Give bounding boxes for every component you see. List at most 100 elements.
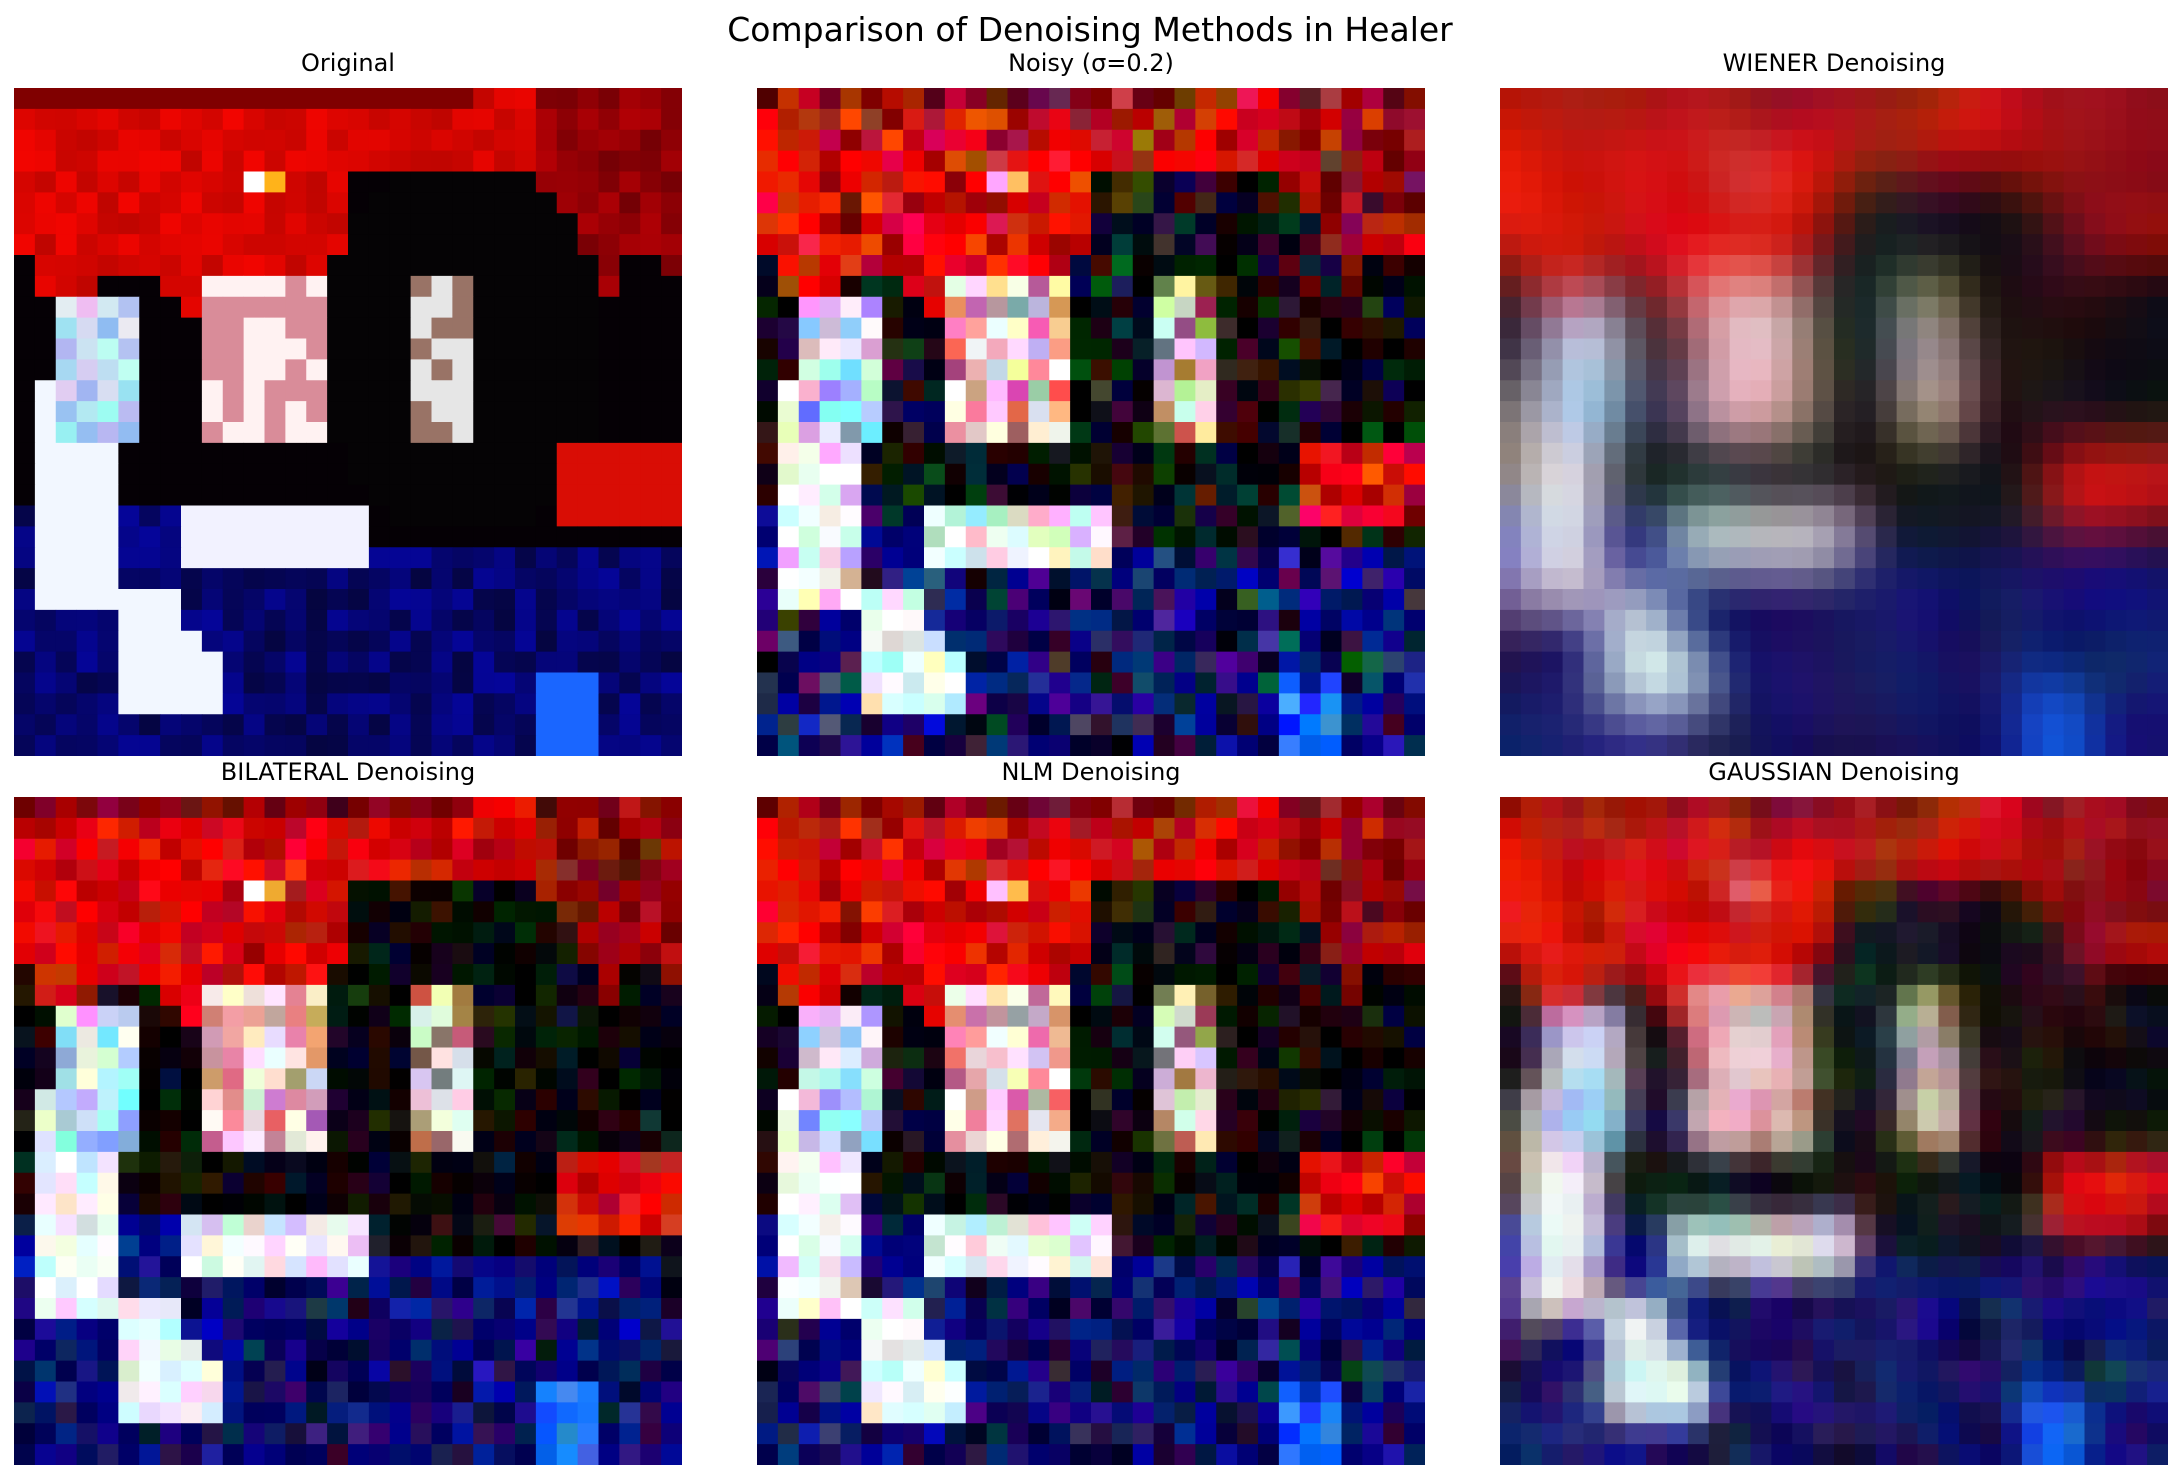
- image-pixel: [924, 1235, 946, 1257]
- image-pixel: [264, 1131, 286, 1153]
- image-pixel: [1562, 589, 1584, 611]
- image-pixel: [160, 442, 182, 465]
- image-pixel: [924, 442, 946, 465]
- image-pixel: [389, 1235, 412, 1257]
- image-pixel: [34, 589, 57, 611]
- image-pixel: [598, 1256, 620, 1278]
- image-pixel: [1938, 88, 1960, 110]
- image-pixel: [1258, 964, 1280, 986]
- image-pixel: [1938, 234, 1960, 256]
- image-pixel: [1153, 526, 1175, 548]
- image-pixel: [1854, 296, 1877, 319]
- image-pixel: [924, 192, 946, 214]
- image-pixel: [306, 463, 328, 486]
- image-pixel: [1959, 651, 1981, 673]
- image-pixel: [1299, 609, 1322, 632]
- image-pixel: [243, 1339, 265, 1362]
- image-pixel: [55, 609, 78, 632]
- image-pixel: [965, 192, 988, 214]
- image-pixel: [97, 442, 119, 465]
- image-pixel: [1007, 589, 1029, 611]
- image-pixel: [515, 401, 537, 423]
- image-pixel: [1153, 1360, 1175, 1382]
- image-pixel: [348, 192, 370, 214]
- image-pixel: [1875, 380, 1898, 402]
- image-pixel: [14, 1381, 36, 1403]
- image-pixel: [1153, 817, 1175, 840]
- image-pixel: [1028, 359, 1050, 381]
- image-pixel: [2126, 213, 2148, 235]
- image-pixel: [840, 1193, 862, 1215]
- image-pixel: [924, 108, 946, 131]
- image-pixel: [798, 422, 821, 444]
- image-pixel: [1299, 1089, 1322, 1111]
- image-pixel: [2001, 693, 2023, 715]
- image-pixel: [473, 505, 495, 527]
- image-pixel: [1541, 693, 1564, 715]
- image-pixel: [34, 797, 57, 819]
- image-pixel: [1938, 651, 1960, 673]
- image-pixel: [431, 943, 453, 965]
- image-pixel: [1687, 505, 1710, 527]
- image-pixel: [1237, 484, 1259, 506]
- image-pixel: [1362, 901, 1384, 923]
- image-pixel: [882, 1131, 904, 1153]
- image-pixel: [819, 442, 841, 465]
- image-pixel: [1980, 129, 2002, 152]
- image-pixel: [1195, 630, 1217, 653]
- image-pixel: [819, 401, 841, 423]
- image-pixel: [2126, 651, 2148, 673]
- image-pixel: [2126, 171, 2148, 193]
- image-pixel: [598, 630, 620, 653]
- image-pixel: [944, 317, 967, 339]
- image-pixel: [306, 651, 328, 673]
- image-pixel: [14, 505, 36, 527]
- image-pixel: [285, 1318, 307, 1341]
- image-pixel: [139, 234, 161, 256]
- image-pixel: [285, 1068, 307, 1090]
- image-pixel: [34, 901, 57, 923]
- image-pixel: [819, 1151, 841, 1174]
- image-pixel: [944, 401, 967, 423]
- image-pixel: [1216, 817, 1238, 840]
- image-pixel: [1500, 442, 1522, 465]
- image-pixel: [944, 463, 967, 486]
- image-pixel: [1708, 714, 1731, 736]
- image-pixel: [1299, 1005, 1322, 1028]
- image-pixel: [327, 150, 349, 172]
- image-pixel: [777, 275, 800, 298]
- image-pixel: [1854, 672, 1877, 694]
- image-pixel: [1132, 1339, 1155, 1362]
- image-pixel: [2063, 609, 2085, 632]
- image-pixel: [285, 651, 307, 673]
- image-pixel: [1028, 1360, 1050, 1382]
- image-pixel: [1708, 651, 1731, 673]
- image-pixel: [535, 526, 558, 548]
- image-pixel: [556, 108, 579, 131]
- image-pixel: [944, 1298, 967, 1320]
- image-pixel: [1320, 1110, 1342, 1132]
- image-pixel: [840, 1360, 862, 1382]
- image-pixel: [14, 88, 36, 110]
- image-pixel: [986, 1360, 1008, 1382]
- image-pixel: [348, 1193, 370, 1215]
- image-pixel: [1938, 338, 1960, 360]
- image-pixel: [944, 1131, 967, 1153]
- image-pixel: [1320, 422, 1342, 444]
- image-pixel: [2105, 88, 2127, 110]
- image-pixel: [1625, 693, 1647, 715]
- image-pixel: [1174, 984, 1196, 1007]
- image-pixel: [535, 88, 558, 110]
- image-pixel: [1383, 317, 1405, 339]
- image-pixel: [1320, 484, 1342, 506]
- image-pixel: [1007, 213, 1029, 235]
- image-pixel: [1216, 255, 1238, 277]
- image-pixel: [924, 1298, 946, 1320]
- image-pixel: [1875, 442, 1898, 465]
- image-pixel: [2147, 422, 2168, 444]
- image-pixel: [1028, 984, 1050, 1007]
- image-pixel: [2063, 317, 2085, 339]
- image-pixel: [222, 422, 245, 444]
- image-pixel: [473, 1068, 495, 1090]
- image-pixel: [1362, 838, 1384, 861]
